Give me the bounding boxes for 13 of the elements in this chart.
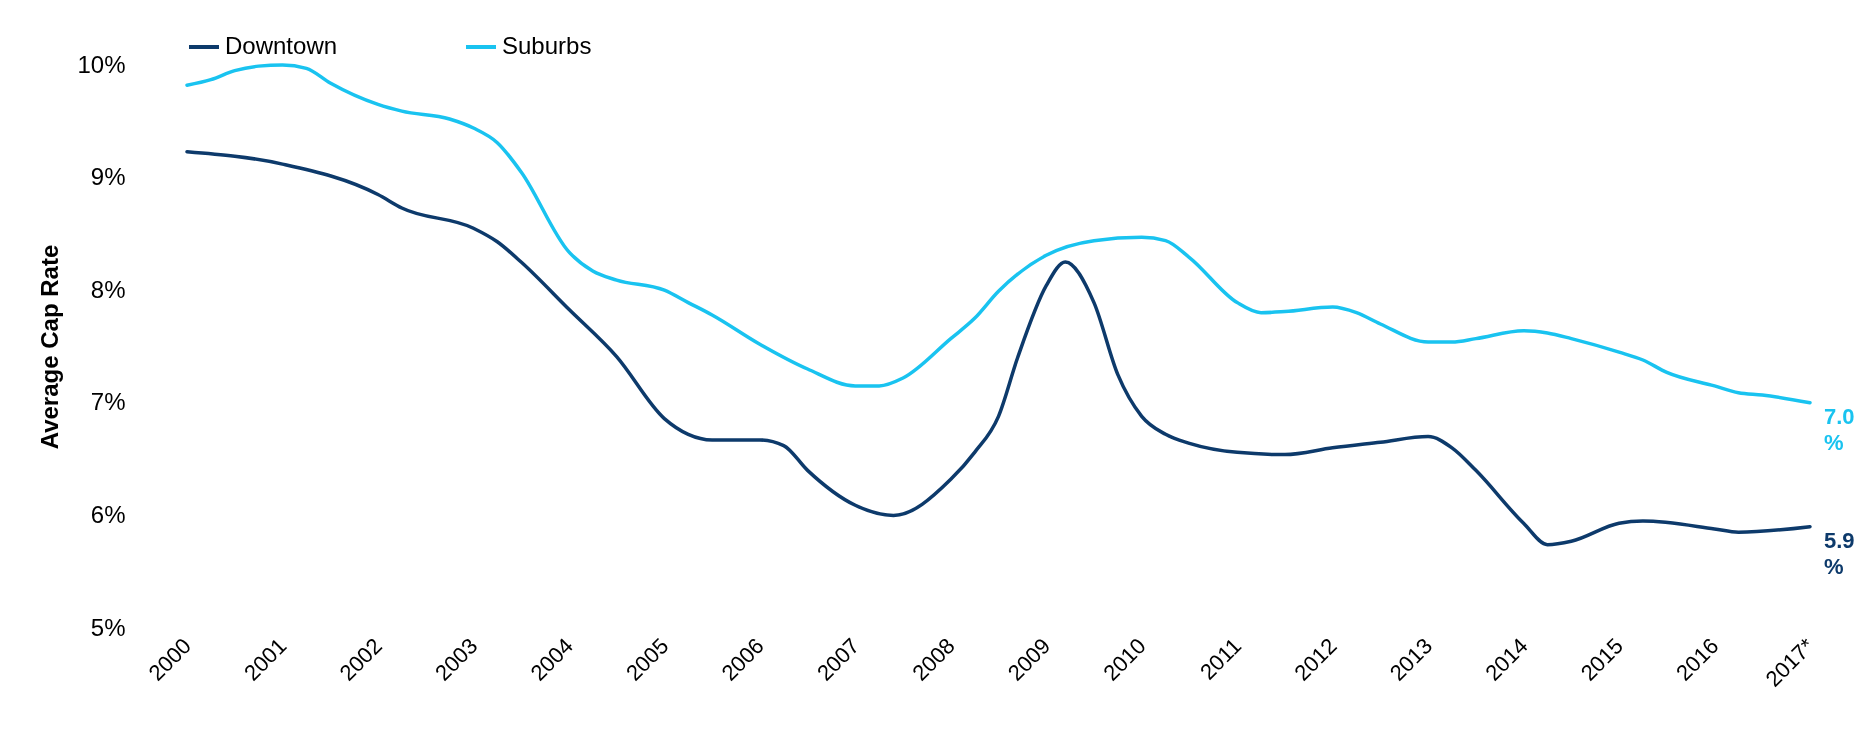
legend-label: Suburbs [502, 32, 592, 59]
y-tick-label: 8% [90, 275, 126, 303]
y-tick-label: 10% [77, 50, 126, 78]
annotation: 5.9 % [1824, 527, 1855, 579]
line-series [185, 63, 1812, 405]
y-tick-label: 5% [90, 613, 126, 641]
y-tick-label: 9% [90, 163, 126, 191]
y-tick-label: 7% [90, 388, 126, 416]
annotation: 7.0 % [1824, 403, 1855, 455]
legend-label: Downtown [225, 32, 338, 59]
y-axis-title: Average Cap Rate [36, 244, 64, 450]
line-series [185, 149, 1812, 547]
y-tick-label: 6% [90, 500, 126, 528]
